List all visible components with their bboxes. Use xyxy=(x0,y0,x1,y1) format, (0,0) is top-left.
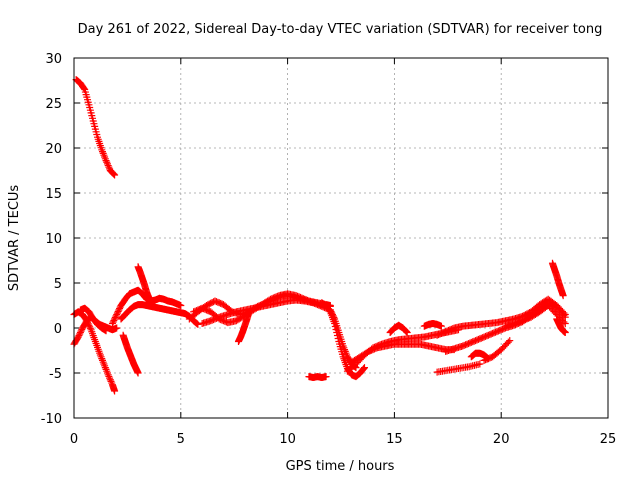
series-arc-7 xyxy=(117,301,202,328)
x-tick-label: 10 xyxy=(279,432,296,447)
data-point xyxy=(111,315,119,323)
data-point xyxy=(102,327,110,335)
data-point xyxy=(326,306,334,314)
series-arc-4 xyxy=(76,304,110,335)
data-point xyxy=(86,324,94,332)
data-point xyxy=(77,327,85,335)
data-point xyxy=(194,320,202,328)
series-arc-25 xyxy=(548,259,567,300)
data-point xyxy=(110,170,118,178)
data-point xyxy=(114,308,122,315)
data-point xyxy=(106,376,114,384)
data-point xyxy=(402,327,410,335)
series-arc-13 xyxy=(305,373,330,381)
data-point xyxy=(322,373,330,381)
grid-lines xyxy=(74,58,608,418)
x-tick-label: 25 xyxy=(600,432,617,447)
series-arc-1 xyxy=(72,76,119,179)
data-point xyxy=(506,337,514,345)
data-point xyxy=(360,365,368,372)
data-point xyxy=(108,320,116,327)
data-point xyxy=(559,292,567,300)
data-point xyxy=(327,308,335,315)
data-point xyxy=(111,171,119,179)
data-point xyxy=(134,369,142,377)
y-tick-label: -5 xyxy=(49,367,62,382)
data-point xyxy=(115,306,123,314)
data-point xyxy=(245,308,253,316)
y-tick-label: 10 xyxy=(45,232,62,247)
data-point xyxy=(113,309,121,317)
series-arc-5 xyxy=(119,331,142,377)
x-tick-labels: 0 5 10 15 20 25 xyxy=(70,432,616,447)
x-axis-label: GPS time / hours xyxy=(286,459,395,474)
data-point xyxy=(109,170,117,177)
chart-title: Day 261 of 2022, Sidereal Day-to-day VTE… xyxy=(78,22,603,37)
series-arc-27 xyxy=(553,315,569,336)
data-points xyxy=(70,76,569,395)
series-arc-17 xyxy=(348,340,458,366)
data-point xyxy=(80,84,88,92)
data-point xyxy=(328,309,336,317)
y-tick-label: 25 xyxy=(45,97,62,112)
y-axis-label: SDTVAR / TECUs xyxy=(7,185,22,292)
data-point xyxy=(74,333,82,341)
series-arc-8 xyxy=(134,263,155,307)
y-tick-label: 30 xyxy=(45,52,62,67)
data-point xyxy=(328,311,336,318)
data-point xyxy=(110,317,118,324)
data-point xyxy=(330,314,338,321)
data-point xyxy=(105,163,113,171)
x-tick-label: 15 xyxy=(386,432,403,447)
series-arc-22 xyxy=(433,360,484,376)
data-point xyxy=(109,318,117,326)
data-point xyxy=(403,328,411,336)
data-point xyxy=(504,338,512,346)
series-arc-2 xyxy=(70,308,119,395)
data-point xyxy=(561,329,569,336)
series-arc-19 xyxy=(420,320,445,330)
data-point xyxy=(107,377,115,385)
data-point xyxy=(104,162,112,170)
data-point xyxy=(437,322,445,330)
data-point xyxy=(103,158,111,166)
series-arc-18 xyxy=(386,321,411,336)
x-tick-label: 20 xyxy=(493,432,510,447)
data-point xyxy=(403,329,411,336)
data-point xyxy=(103,160,111,168)
x-tick-label: 5 xyxy=(177,432,185,447)
data-point xyxy=(147,299,155,307)
y-tick-label: 20 xyxy=(45,142,62,157)
y-tick-label: -10 xyxy=(41,412,62,427)
data-point xyxy=(105,372,113,380)
data-point xyxy=(476,360,484,368)
data-point xyxy=(102,157,110,165)
data-point xyxy=(86,323,94,331)
series-arc-24 xyxy=(480,337,514,364)
plot-frame xyxy=(73,57,609,419)
data-point xyxy=(113,311,121,318)
data-point xyxy=(177,302,185,309)
data-point xyxy=(329,312,337,320)
data-point xyxy=(113,324,121,332)
data-point xyxy=(111,314,119,321)
y-tick-labels: -10 -5 0 5 10 15 20 25 30 xyxy=(41,52,62,427)
data-point xyxy=(76,329,84,336)
data-point xyxy=(561,320,569,327)
y-tick-label: 5 xyxy=(54,277,62,292)
data-point xyxy=(106,374,114,382)
y-tick-label: 15 xyxy=(45,187,62,202)
series-arc-12 xyxy=(234,308,253,345)
data-point xyxy=(111,387,119,395)
data-point xyxy=(104,371,112,379)
y-tick-label: 0 xyxy=(54,322,62,337)
data-point xyxy=(112,312,120,320)
data-point xyxy=(116,305,124,312)
data-point xyxy=(75,332,83,339)
data-point xyxy=(360,364,368,372)
x-tick-label: 0 xyxy=(70,432,78,447)
data-point xyxy=(76,330,84,338)
